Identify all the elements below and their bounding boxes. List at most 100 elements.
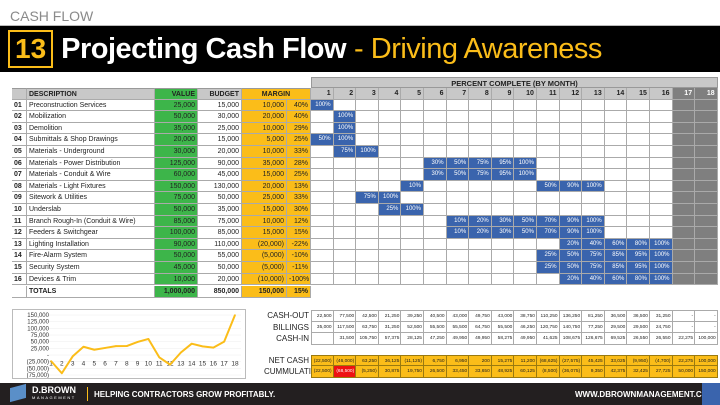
empty-cell	[469, 273, 492, 286]
progress-row: 25% 100%	[311, 204, 718, 216]
slide-number: 13	[8, 30, 54, 68]
row-budget: 35,000	[198, 204, 242, 216]
progress-cell: 60%	[604, 238, 628, 251]
row-margin: 10,000	[242, 215, 287, 228]
empty-cell	[604, 122, 628, 135]
row-number: 12	[12, 227, 27, 239]
billings-cell: 52,500	[401, 321, 424, 334]
billings-cell: 140,750	[559, 321, 583, 334]
row-number: 03	[12, 122, 27, 135]
cumulative-line	[50, 314, 236, 375]
empty-cell	[423, 192, 447, 204]
row-number: 16	[12, 273, 27, 286]
row-budget: 45,000	[198, 169, 242, 181]
empty-cell	[695, 122, 718, 135]
row-budget: 110,000	[198, 238, 242, 251]
empty-cell	[469, 192, 492, 204]
data-point	[212, 346, 215, 349]
empty-cell	[695, 157, 718, 170]
cash-in-cell: 49,950	[514, 333, 537, 345]
progress-row: 10% 20% 30% 50% 70% 90% 100%	[311, 215, 718, 228]
progress-cell: 25%	[536, 250, 560, 262]
progress-row: 10% 20% 30% 50% 70% 90% 100%	[311, 227, 718, 239]
cash-in-cell: 41,625	[536, 333, 560, 345]
table-row: 11 Branch Rough-In (Conduit & Wire) 85,000…	[12, 215, 311, 228]
x-tick-label: 6	[103, 361, 107, 368]
progress-row: 100%	[311, 122, 718, 135]
progress-cell: 100%	[582, 227, 605, 239]
empty-cell	[356, 204, 379, 216]
empty-cell	[311, 157, 334, 170]
progress-cell: 10%	[446, 227, 470, 239]
cumulative-cell: (68,500)	[333, 366, 357, 378]
empty-cell	[446, 204, 470, 216]
empty-cell	[604, 134, 628, 146]
empty-cell	[423, 180, 447, 193]
empty-cell	[627, 157, 650, 170]
empty-cell	[536, 122, 560, 135]
row-margin: 35,000	[242, 157, 287, 170]
row-description: Devices & Trim	[27, 273, 155, 286]
empty-cell	[311, 111, 334, 123]
totals-row: TOTALS 1,000,000 850,000 150,000 15%	[12, 286, 311, 298]
data-point	[61, 372, 63, 375]
row-margin-pct: 30%	[287, 204, 311, 216]
page-subtitle: - Driving Awareness	[354, 32, 602, 65]
progress-row: 50% 100%	[311, 134, 718, 146]
empty-cell	[423, 250, 447, 262]
table-row: 08 Materials - Light Fixtures 150,000 130,0…	[12, 180, 311, 193]
row-description: Underslab	[27, 204, 155, 216]
empty-cell	[401, 99, 424, 112]
empty-cell	[356, 227, 379, 239]
progress-cell: 75%	[469, 157, 492, 170]
row-value: 60,000	[155, 169, 198, 181]
website-link[interactable]: WWW.DBROWNMANAGEMENT.COM	[575, 390, 715, 399]
cash-out-cell: 40,500	[423, 310, 447, 322]
empty-cell	[604, 99, 628, 112]
cash-in-cell: 22,275	[672, 333, 696, 345]
data-point	[82, 345, 85, 348]
empty-cell	[491, 134, 515, 146]
empty-cell	[559, 99, 583, 112]
x-tick-label: 11	[156, 361, 163, 368]
table-row: 03 Demolition 35,000 25,000 10,000 29%	[12, 122, 311, 135]
empty-cell	[401, 122, 424, 135]
empty-cell	[356, 180, 379, 193]
percent-complete-grid: PERCENT COMPLETE (BY MONTH) 1 2 3 4 5 6 7 8 9 10 1…	[311, 77, 718, 289]
progress-row: 100%	[311, 99, 718, 112]
empty-cell	[446, 250, 470, 262]
cumulative-cell: (8,500)	[536, 366, 560, 378]
billings-cell: 64,750	[469, 321, 492, 334]
progress-cell: 50%	[559, 250, 583, 262]
empty-cell	[446, 262, 470, 274]
month-header: 18	[695, 88, 718, 100]
x-tick-label: 7	[114, 361, 118, 368]
progress-cell: 100%	[514, 157, 537, 170]
row-margin-pct: -11%	[287, 262, 311, 274]
x-tick-label: 5	[92, 361, 96, 368]
row-value: 125,000	[155, 157, 198, 170]
header-value: VALUE	[155, 88, 198, 100]
empty-cell	[559, 192, 583, 204]
progress-cell: 100%	[311, 99, 334, 112]
empty-cell	[695, 238, 718, 251]
cumulative-cell: 42,375	[604, 366, 628, 378]
row-budget: 30,000	[198, 111, 242, 123]
empty-cell	[649, 204, 673, 216]
empty-cell	[649, 157, 673, 170]
x-tick-label: 10	[145, 361, 153, 368]
x-tick-label: 2	[60, 361, 64, 368]
empty-cell	[672, 180, 696, 193]
empty-cell	[446, 238, 470, 251]
row-budget: 55,000	[198, 250, 242, 262]
row-margin: 15,000	[242, 169, 287, 181]
empty-cell	[649, 180, 673, 193]
progress-cell: 100%	[582, 180, 605, 193]
empty-cell	[514, 180, 537, 193]
progress-cell: 95%	[627, 262, 650, 274]
empty-cell	[423, 215, 447, 228]
percent-complete-header: PERCENT COMPLETE (BY MONTH)	[311, 77, 718, 88]
empty-cell	[491, 146, 515, 158]
month-header: 8	[469, 88, 492, 100]
progress-cell: 95%	[491, 157, 515, 170]
